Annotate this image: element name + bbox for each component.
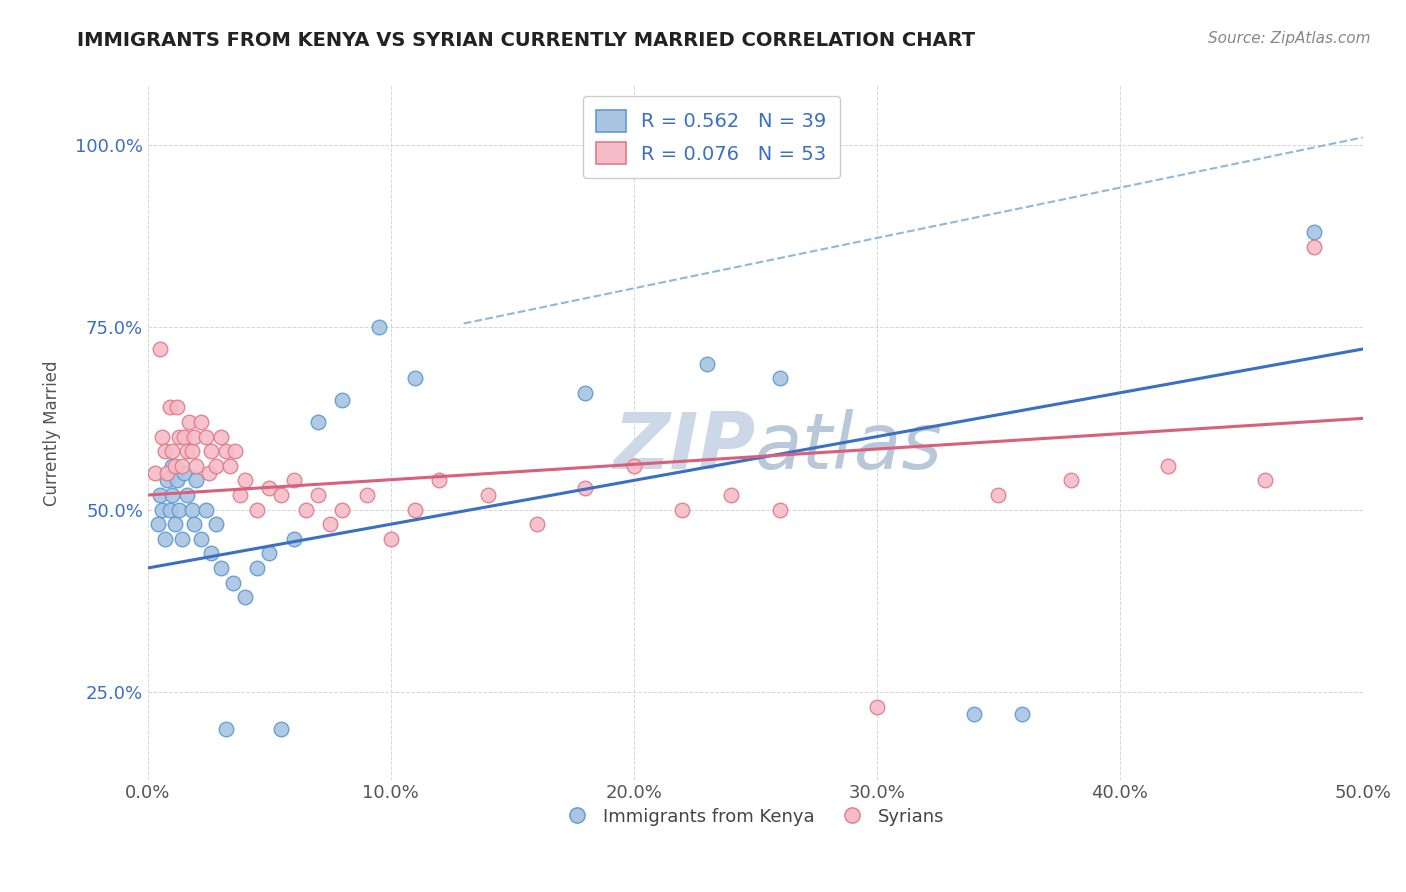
Point [330,502,353,516]
Point [209,561,232,575]
Point [149,488,172,502]
Point [190,415,212,429]
Point [195,502,218,516]
Point [270,722,292,736]
Point [768,371,790,385]
Point [214,722,236,736]
Point [160,444,183,458]
Point [163,458,186,473]
Point [380,532,402,546]
Point [963,706,986,721]
Point [180,502,202,516]
Point [319,517,342,532]
Point [156,466,179,480]
Point [477,488,499,502]
Legend: Immigrants from Kenya, Syrians: Immigrants from Kenya, Syrians [560,800,950,833]
Text: IMMIGRANTS FROM KENYA VS SYRIAN CURRENTLY MARRIED CORRELATION CHART: IMMIGRANTS FROM KENYA VS SYRIAN CURRENTL… [77,31,976,50]
Point [152,502,174,516]
Point [283,532,305,546]
Point [183,517,205,532]
Point [200,546,222,560]
Point [179,415,201,429]
Text: ZIP: ZIP [613,409,755,485]
Point [166,401,188,415]
Point [294,502,316,516]
Point [356,488,378,502]
Point [153,444,176,458]
Point [671,502,693,516]
Point [160,458,183,473]
Point [152,430,174,444]
Point [1303,225,1326,239]
Point [283,474,305,488]
Point [173,466,195,480]
Point [259,546,281,560]
Point [222,575,245,590]
Point [574,481,596,495]
Point [1060,474,1083,488]
Point [160,488,183,502]
Point [166,474,188,488]
Text: atlas: atlas [755,409,943,485]
Point [233,590,256,604]
Point [176,444,198,458]
Point [159,401,181,415]
Point [224,444,246,458]
Point [1157,458,1180,473]
Point [143,466,166,480]
Point [170,458,193,473]
Point [180,444,202,458]
Point [195,430,218,444]
Point [987,488,1010,502]
Point [246,502,269,516]
Point [526,517,548,532]
Point [1011,706,1033,721]
Point [197,466,219,480]
Point [307,415,329,429]
Point [1254,474,1277,488]
Text: Source: ZipAtlas.com: Source: ZipAtlas.com [1208,31,1371,46]
Point [259,481,281,495]
Point [696,357,718,371]
Point [170,532,193,546]
Point [229,488,252,502]
Point [307,488,329,502]
Point [367,320,389,334]
Point [429,474,451,488]
Point [866,699,889,714]
Point [404,371,426,385]
Y-axis label: Currently Married: Currently Married [44,360,60,506]
Point [153,532,176,546]
Point [404,502,426,516]
Point [173,430,195,444]
Point [233,474,256,488]
Point [146,517,169,532]
Point [186,474,208,488]
Point [200,444,222,458]
Point [190,532,212,546]
Point [159,502,181,516]
Point [623,458,645,473]
Point [1303,240,1326,254]
Point [169,430,191,444]
Point [574,385,596,400]
Point [270,488,292,502]
Point [205,458,228,473]
Point [163,517,186,532]
Point [186,458,208,473]
Point [169,502,191,516]
Point [205,517,228,532]
Point [149,342,172,356]
Point [156,474,179,488]
Point [214,444,236,458]
Point [183,430,205,444]
Point [246,561,269,575]
Point [209,430,232,444]
Point [768,502,790,516]
Point [330,393,353,408]
Point [720,488,742,502]
Point [176,488,198,502]
Point [219,458,242,473]
